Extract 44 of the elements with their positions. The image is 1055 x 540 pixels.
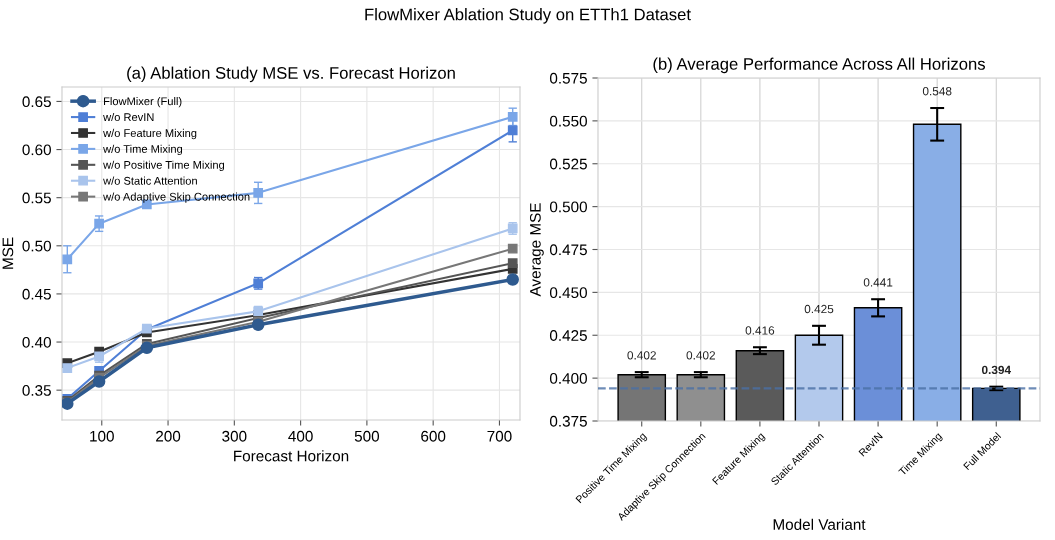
x-tick-label: 200 bbox=[156, 430, 181, 442]
x-tick-label: 300 bbox=[222, 430, 247, 442]
y-tick-label: 0.60 bbox=[22, 144, 51, 156]
y-tick-label: 0.35 bbox=[22, 385, 51, 396]
data-label: 0.394 bbox=[981, 365, 1011, 375]
y-tick-label: 0.45 bbox=[22, 288, 51, 300]
y-tick-label: 0.500 bbox=[549, 201, 587, 213]
chart-title: (a) Ablation Study MSE vs. Forecast Horizon bbox=[127, 66, 455, 83]
x-tick-label: 700 bbox=[487, 430, 512, 442]
data-label: 0.425 bbox=[804, 304, 834, 314]
legend-label: w/o Adaptive Skip Connection bbox=[103, 192, 250, 203]
legend-label: w/o Feature Mixing bbox=[103, 128, 197, 140]
y-tick-label: 0.400 bbox=[549, 372, 587, 384]
y-tick-label: 0.375 bbox=[549, 415, 587, 427]
legend-label: w/o Positive Time Mixing bbox=[103, 160, 225, 172]
y-tick-label: 0.450 bbox=[549, 287, 587, 299]
legend-label: w/o Time Mixing bbox=[103, 144, 183, 156]
y-tick-label: 0.50 bbox=[22, 240, 51, 252]
data-label: 0.441 bbox=[863, 278, 893, 287]
x-axis-title: Model Variant bbox=[773, 518, 866, 530]
y-axis-title: Average MSE bbox=[529, 203, 544, 297]
x-tick-label: 500 bbox=[354, 430, 380, 442]
y-tick-label: 0.40 bbox=[22, 336, 51, 348]
data-label: 0.402 bbox=[627, 351, 656, 360]
data-label: 0.416 bbox=[745, 326, 775, 335]
y-tick-label: 0.475 bbox=[549, 244, 587, 256]
text: FlowMixer Ablation Study on ETTh1 Dataset bbox=[365, 8, 691, 24]
legend-label: FlowMixer (Full) bbox=[104, 97, 182, 108]
y-tick-label: 0.65 bbox=[22, 96, 51, 108]
x-tick-label: 400 bbox=[288, 430, 313, 442]
y-axis-title: MSE bbox=[2, 237, 14, 269]
x-tick-label: 100 bbox=[90, 430, 114, 442]
x-tick-label: 600 bbox=[421, 430, 446, 442]
data-label: 0.548 bbox=[922, 87, 952, 96]
y-tick-label: 0.575 bbox=[549, 72, 587, 84]
y-tick-label: 0.55 bbox=[22, 192, 51, 204]
legend-label: w/o Static Attention bbox=[103, 176, 197, 185]
y-tick-label: 0.550 bbox=[549, 115, 587, 127]
chart-title: (b) Average Performance Across All Horizons bbox=[653, 57, 985, 74]
y-tick-label: 0.425 bbox=[549, 330, 587, 341]
x-axis-title: Forecast Horizon bbox=[234, 450, 349, 462]
data-label: 0.402 bbox=[686, 351, 715, 360]
legend-label: w/o RevIN bbox=[103, 112, 154, 122]
y-tick-label: 0.525 bbox=[549, 158, 587, 170]
